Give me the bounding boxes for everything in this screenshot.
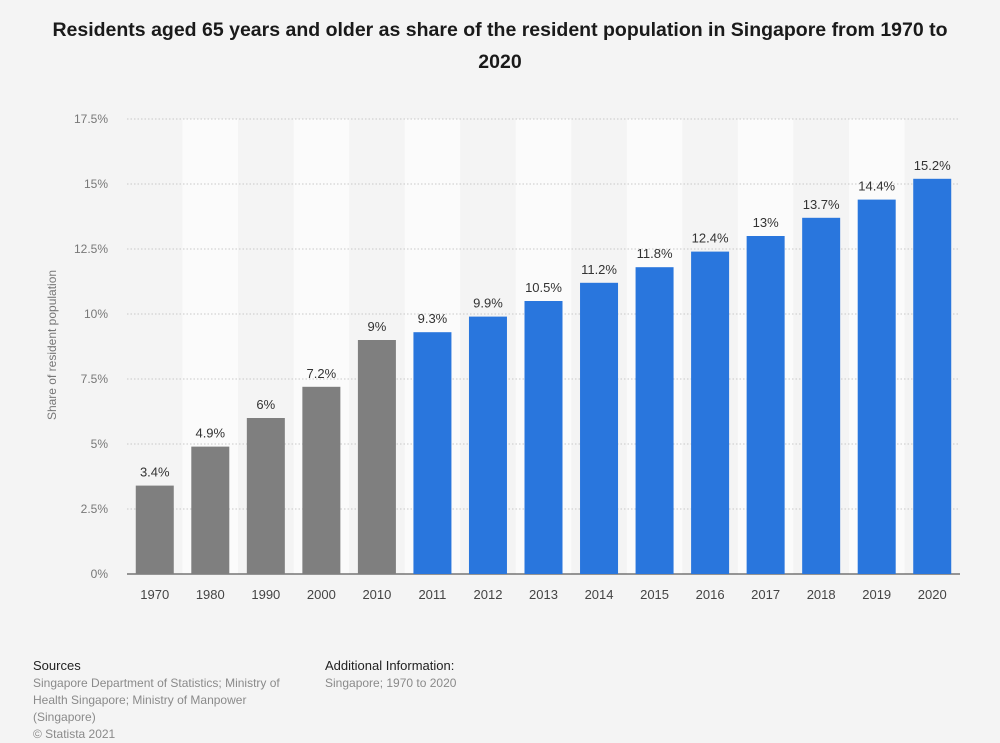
x-tick-label: 2000 bbox=[307, 587, 336, 602]
x-tick-label: 1970 bbox=[140, 587, 169, 602]
bar bbox=[468, 316, 507, 574]
bar bbox=[246, 418, 285, 574]
data-label: 9.9% bbox=[473, 296, 503, 311]
x-tick-label: 2018 bbox=[807, 587, 836, 602]
data-label: 15.2% bbox=[914, 158, 951, 173]
data-label: 9.3% bbox=[418, 311, 448, 326]
data-label: 6% bbox=[256, 397, 275, 412]
data-label: 10.5% bbox=[525, 280, 562, 295]
y-tick-label: 7.5% bbox=[81, 372, 109, 386]
data-label: 13.7% bbox=[803, 197, 840, 212]
y-tick-label: 5% bbox=[91, 437, 109, 451]
data-label: 13% bbox=[753, 215, 779, 230]
sources-line: Health Singapore; Ministry of Manpower bbox=[33, 693, 247, 707]
x-tick-label: 2020 bbox=[918, 587, 947, 602]
y-tick-label: 10% bbox=[84, 307, 108, 321]
additional-info-line: Singapore; 1970 to 2020 bbox=[325, 676, 457, 690]
bar bbox=[691, 251, 730, 574]
data-label: 11.2% bbox=[581, 262, 617, 277]
y-tick-label: 0% bbox=[91, 567, 109, 581]
bar-chart: 3.4% 4.9% 6% 7.2% 9% 9.3% 9.9% 10.5% 11.2% 11.8% 1… bbox=[45, 112, 960, 602]
sources-line: Singapore Department of Statistics; Mini… bbox=[33, 676, 280, 690]
additional-info-block: Additional Information: Singapore; 1970 … bbox=[325, 657, 585, 692]
data-labels: 3.4% 4.9% 6% 7.2% 9% 9.3% 9.9% 10.5% 11.2% 11.8% 1… bbox=[140, 158, 951, 480]
y-tick-label: 2.5% bbox=[81, 502, 109, 516]
y-axis-ticks: 0% 2.5% 5% 7.5% 10% 12.5% 15% 17.5% bbox=[74, 112, 108, 581]
bar bbox=[357, 340, 396, 574]
data-label: 14.4% bbox=[858, 179, 895, 194]
bar bbox=[857, 199, 896, 574]
x-tick-label: 1980 bbox=[196, 587, 225, 602]
bar bbox=[802, 217, 841, 575]
copyright: © Statista 2021 bbox=[33, 727, 116, 741]
x-tick-label: 2015 bbox=[640, 587, 669, 602]
y-tick-label: 15% bbox=[84, 177, 108, 191]
data-label: 7.2% bbox=[307, 366, 337, 381]
chart-title: Residents aged 65 years and older as sha… bbox=[52, 19, 948, 73]
x-tick-label: 2013 bbox=[529, 587, 558, 602]
y-axis-label: Share of resident population bbox=[45, 270, 59, 420]
bar bbox=[413, 332, 452, 574]
bar bbox=[913, 178, 952, 575]
sources-line: (Singapore) bbox=[33, 710, 96, 724]
x-tick-label: 2019 bbox=[862, 587, 891, 602]
additional-info-heading: Additional Information: bbox=[325, 658, 455, 673]
x-tick-label: 2017 bbox=[751, 587, 780, 602]
bar bbox=[191, 446, 230, 574]
x-axis-ticks: 1970 1980 1990 2000 2010 2011 2012 2013 2014 2015… bbox=[140, 587, 946, 602]
data-label: 9% bbox=[368, 319, 387, 334]
bar bbox=[580, 282, 619, 574]
x-tick-label: 2012 bbox=[474, 587, 503, 602]
bar bbox=[746, 236, 785, 574]
x-tick-label: 1990 bbox=[251, 587, 280, 602]
bar bbox=[135, 485, 174, 574]
bars bbox=[135, 178, 952, 575]
y-tick-label: 17.5% bbox=[74, 112, 108, 126]
bar bbox=[524, 301, 563, 574]
bar bbox=[302, 386, 341, 574]
data-label: 4.9% bbox=[195, 426, 225, 441]
data-label: 12.4% bbox=[692, 231, 729, 246]
bar bbox=[635, 267, 674, 574]
sources-block: Sources Singapore Department of Statisti… bbox=[33, 657, 303, 743]
data-label: 3.4% bbox=[140, 465, 170, 480]
x-tick-label: 2016 bbox=[696, 587, 725, 602]
x-tick-label: 2011 bbox=[418, 587, 446, 602]
sources-heading: Sources bbox=[33, 658, 81, 673]
y-tick-label: 12.5% bbox=[74, 242, 108, 256]
x-tick-label: 2010 bbox=[362, 587, 391, 602]
data-label: 11.8% bbox=[637, 246, 673, 261]
x-tick-label: 2014 bbox=[585, 587, 614, 602]
